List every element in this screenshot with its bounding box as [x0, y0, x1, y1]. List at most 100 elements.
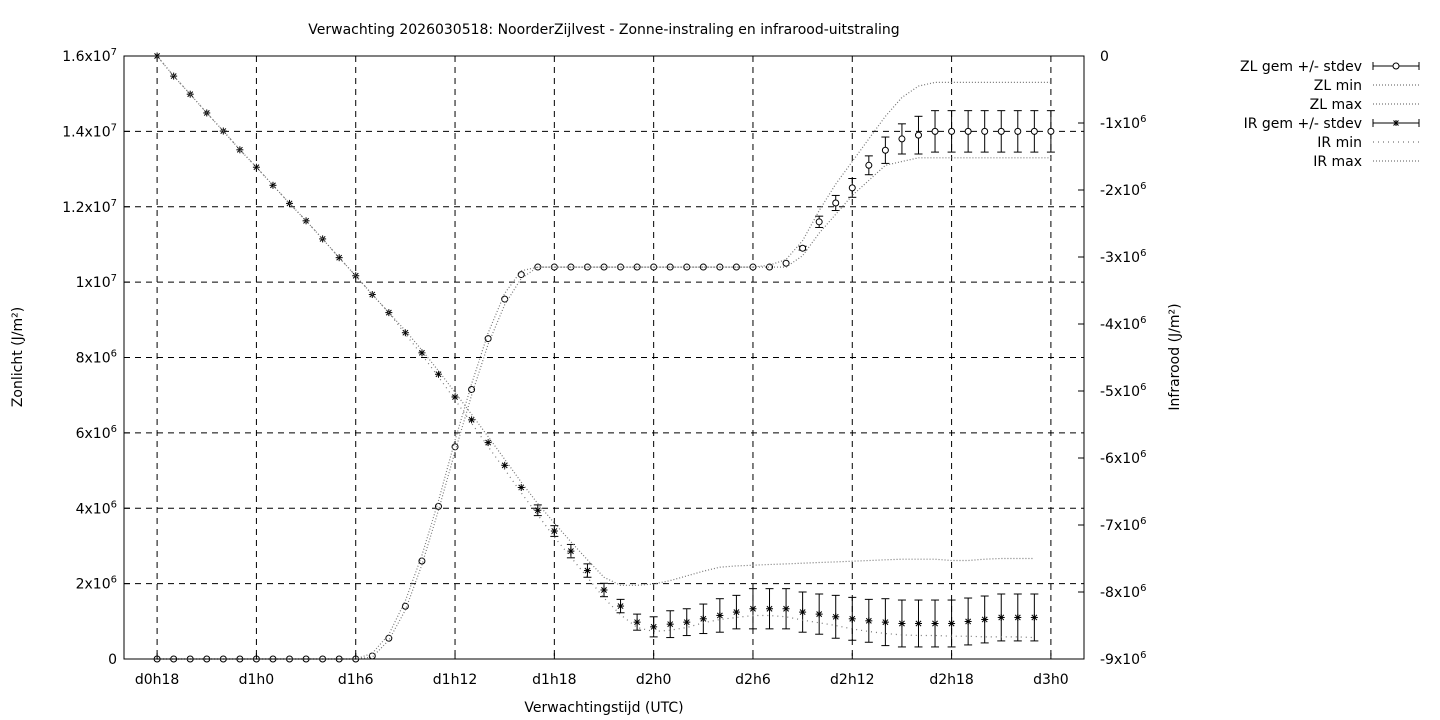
data-point — [799, 244, 807, 252]
series-ir-min — [156, 55, 1035, 639]
data-point — [716, 611, 724, 619]
marker-stroke — [551, 528, 558, 534]
data-point — [732, 263, 740, 271]
y-left-tick-label: 1.4x107 — [62, 122, 117, 140]
legend-item: IR max — [1313, 154, 1419, 170]
data-point — [583, 567, 591, 575]
marker-stroke — [865, 617, 872, 624]
data-point — [948, 127, 956, 135]
chart-title: Verwachting 2026030518: NoorderZijlvest … — [308, 22, 899, 38]
x-axis-label: Verwachtingstijd (UTC) — [524, 700, 683, 716]
y-right-tick-label: -8x106 — [1100, 583, 1146, 601]
data-point — [567, 547, 575, 555]
marker-stroke — [667, 621, 674, 628]
legend-item: IR min — [1317, 135, 1419, 151]
marker-stroke — [783, 605, 790, 612]
legend-marker — [1392, 62, 1400, 70]
data-point — [683, 618, 691, 626]
series-line — [156, 55, 1035, 639]
marker-stroke — [998, 614, 1005, 621]
series-zl-max — [157, 81, 1051, 660]
y-right-tick-label: -6x106 — [1100, 449, 1146, 467]
y-right-tick-label: -9x106 — [1100, 650, 1146, 668]
data-point — [633, 618, 641, 626]
x-tick-label: d2h18 — [929, 672, 973, 688]
series-ir-max — [156, 55, 1035, 586]
marker-stroke — [352, 272, 359, 279]
marker-stroke — [501, 462, 508, 469]
data-point — [468, 416, 476, 424]
legend-label: ZL gem +/- stdev — [1240, 59, 1362, 75]
data-point — [848, 615, 856, 623]
marker-stroke — [948, 620, 955, 627]
legend-label: ZL max — [1310, 97, 1362, 113]
legend-item: IR gem +/- stdev — [1244, 116, 1420, 132]
marker-stroke — [683, 619, 690, 626]
series-layer — [153, 52, 1055, 663]
y-left-tick-label: 4x106 — [76, 499, 117, 517]
y-right-tick-label: -7x106 — [1100, 516, 1146, 534]
x-tick-label: d2h12 — [830, 672, 874, 688]
data-point — [352, 272, 360, 280]
data-point — [501, 461, 509, 469]
y-left-tick-label: 1.2x107 — [62, 198, 117, 216]
marker-stroke — [617, 603, 624, 610]
marker-stroke — [468, 416, 475, 423]
marker-stroke — [981, 616, 988, 623]
data-point — [600, 586, 608, 594]
marker-stroke — [766, 605, 773, 612]
data-point — [931, 127, 939, 135]
data-point — [401, 329, 409, 337]
y-left-tick-label: 0 — [108, 652, 117, 668]
grid — [124, 56, 1084, 659]
marker-stroke — [485, 439, 492, 446]
series-line — [156, 55, 1035, 586]
x-tick-label: d1h6 — [338, 672, 374, 688]
marker-stroke — [716, 612, 723, 619]
data-point — [981, 615, 989, 623]
data-point — [699, 263, 707, 271]
legend-item: ZL gem +/- stdev — [1240, 59, 1420, 75]
data-point — [865, 617, 873, 625]
data-point — [666, 263, 674, 271]
marker-stroke — [518, 484, 525, 491]
data-point — [534, 506, 542, 514]
data-point — [881, 146, 889, 154]
data-point — [964, 127, 972, 135]
marker-stroke — [733, 609, 740, 616]
x-tick-label: d1h12 — [433, 672, 477, 688]
x-tick-label: d0h18 — [135, 672, 179, 688]
marker-stroke — [170, 73, 177, 80]
data-point — [1047, 127, 1055, 135]
marker-stroke — [634, 619, 641, 626]
data-point — [815, 610, 823, 618]
data-point — [981, 127, 989, 135]
legend-label: ZL min — [1314, 78, 1362, 94]
legend: ZL gem +/- stdev ZL min ZL max IR gem +/- s… — [1240, 59, 1420, 170]
marker-stroke — [1014, 614, 1021, 621]
data-point — [484, 439, 492, 447]
data-point — [997, 127, 1005, 135]
x-tick-label: d2h6 — [735, 672, 771, 688]
ticks: d0h18 d1h0 d1h6 d1h12 d1h18 d2h0 d2h6 d2h12 d2h1… — [62, 47, 1146, 688]
marker-stroke — [915, 620, 922, 627]
data-point — [931, 619, 939, 627]
data-point — [699, 615, 707, 623]
data-point — [865, 161, 873, 169]
marker-stroke — [534, 507, 541, 514]
data-point — [170, 72, 178, 80]
data-point — [914, 619, 922, 627]
marker-stroke — [700, 615, 707, 622]
marker-stroke — [882, 619, 889, 626]
data-point — [948, 619, 956, 627]
data-point — [1030, 613, 1038, 621]
marker-stroke — [253, 164, 260, 171]
data-point — [997, 613, 1005, 621]
marker-stroke — [336, 254, 343, 261]
marker-stroke — [832, 613, 839, 620]
marker-stroke — [402, 329, 409, 336]
x-tick-label: d1h0 — [239, 672, 275, 688]
marker-stroke — [452, 394, 458, 400]
data-point — [517, 483, 525, 491]
